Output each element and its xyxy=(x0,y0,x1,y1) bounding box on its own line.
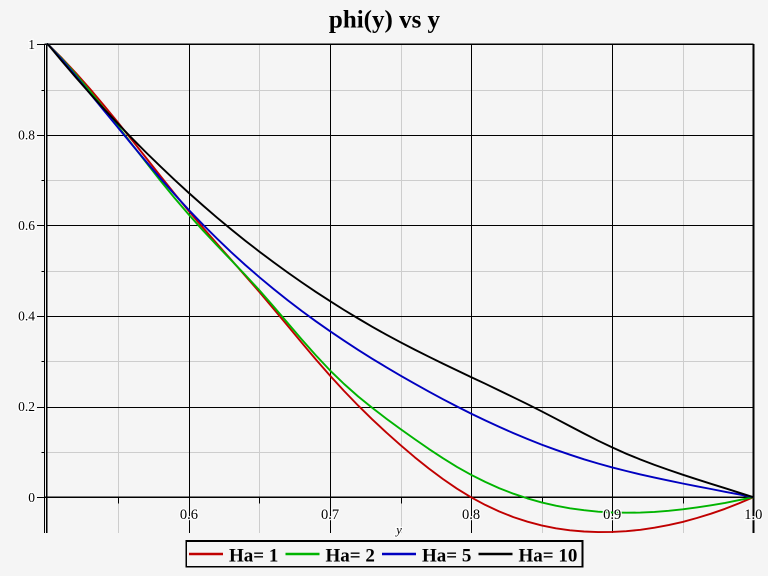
svg-text:Ha= 5: Ha= 5 xyxy=(422,546,471,567)
svg-text:0.7: 0.7 xyxy=(321,507,339,523)
svg-text:0.8: 0.8 xyxy=(18,127,35,142)
svg-text:0.7: 0.7 xyxy=(321,507,339,523)
svg-text:1: 1 xyxy=(28,37,35,52)
svg-text:phi(y) vs y: phi(y) vs y xyxy=(329,7,441,34)
svg-text:0.4: 0.4 xyxy=(18,309,35,324)
svg-text:0: 0 xyxy=(28,490,35,505)
svg-text:0.8: 0.8 xyxy=(18,127,35,142)
svg-text:0.2: 0.2 xyxy=(18,399,35,414)
svg-text:Ha= 1: Ha= 1 xyxy=(229,546,278,567)
svg-text:0.6: 0.6 xyxy=(18,218,35,233)
svg-text:y: y xyxy=(394,523,402,537)
svg-text:0.8: 0.8 xyxy=(462,507,480,523)
svg-text:Ha= 10: Ha= 10 xyxy=(519,546,578,567)
svg-text:0: 0 xyxy=(28,490,35,505)
svg-text:0.8: 0.8 xyxy=(462,507,480,523)
svg-text:0.6: 0.6 xyxy=(180,507,198,523)
svg-text:1.0: 1.0 xyxy=(744,507,762,523)
svg-text:0.6: 0.6 xyxy=(18,218,35,233)
svg-text:0.9: 0.9 xyxy=(603,507,621,523)
svg-text:0.6: 0.6 xyxy=(180,507,198,523)
svg-text:y: y xyxy=(394,523,402,537)
svg-text:1.0: 1.0 xyxy=(744,507,762,523)
svg-text:0.4: 0.4 xyxy=(18,309,35,324)
svg-text:0.2: 0.2 xyxy=(18,399,35,414)
svg-text:0.9: 0.9 xyxy=(603,507,621,523)
svg-text:1: 1 xyxy=(28,37,35,52)
svg-text:Ha= 2: Ha= 2 xyxy=(326,546,375,567)
